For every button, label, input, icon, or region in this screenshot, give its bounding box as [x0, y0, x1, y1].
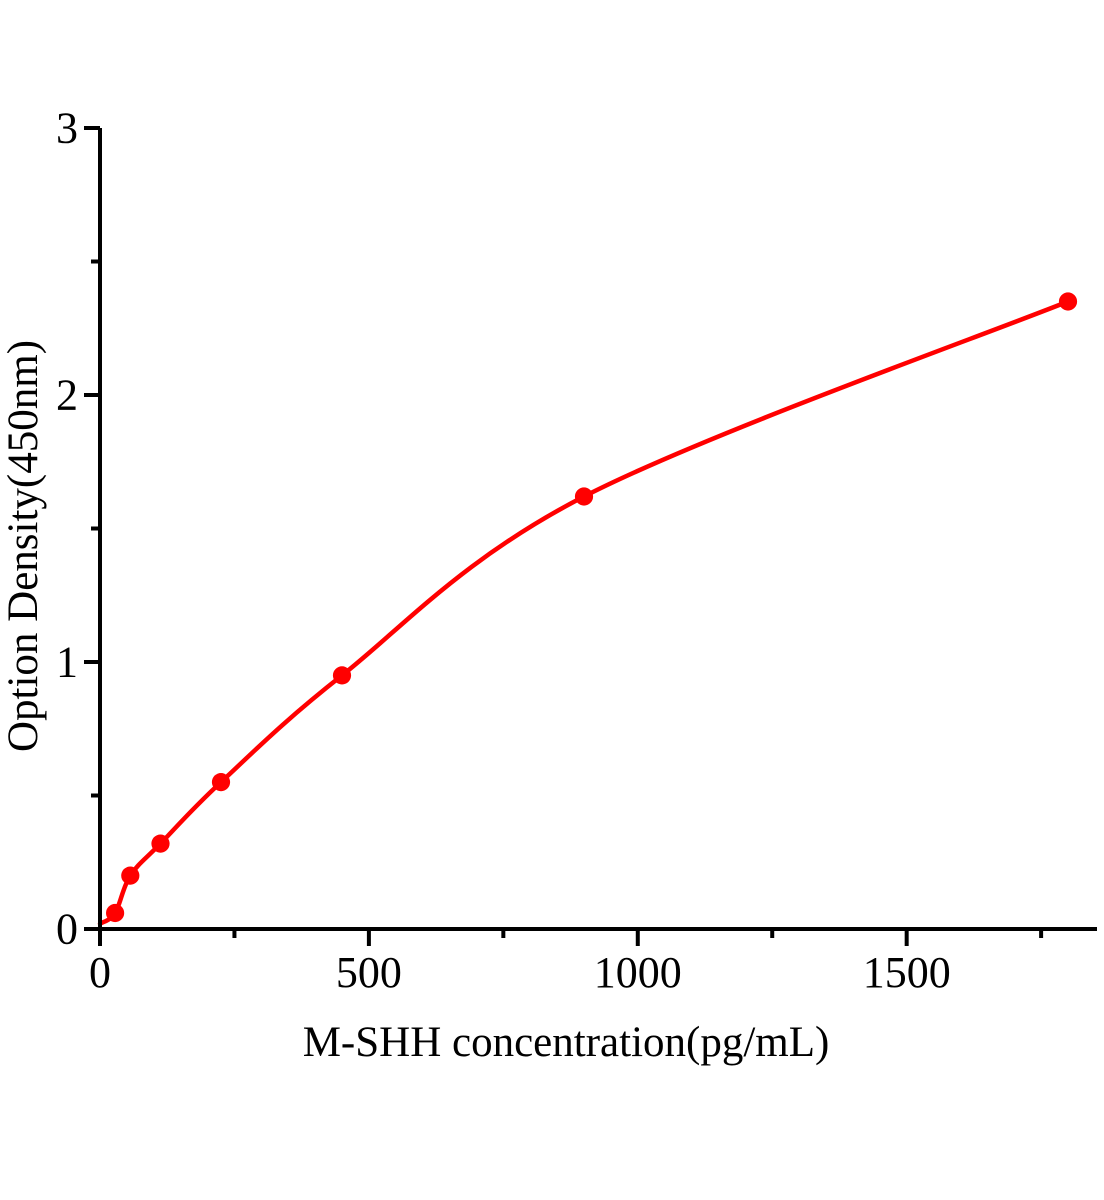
tick-labels-layer: 0 500 1000 1500 0 1 2 3: [56, 104, 951, 998]
fit-curve-layer: [97, 299, 1071, 926]
x-tick-label: 1500: [863, 948, 951, 997]
data-point: [121, 866, 140, 885]
data-points-layer: [106, 292, 1078, 923]
y-tick-label: 2: [56, 371, 78, 420]
data-point: [106, 903, 125, 923]
x-tick-label: 500: [336, 948, 402, 997]
fit-curve: [97, 299, 1071, 926]
axes-layer: [84, 126, 1097, 946]
y-axis-title: Option Density(450nm): [0, 340, 47, 752]
data-point: [211, 773, 231, 792]
x-tick-label: 1000: [594, 948, 682, 997]
y-tick-label: 3: [56, 104, 78, 153]
data-point: [151, 834, 170, 853]
data-point: [574, 487, 594, 506]
x-axis-title: M-SHH concentration(pg/mL): [303, 1019, 830, 1066]
data-point: [332, 666, 352, 685]
x-tick-label: 0: [89, 948, 111, 997]
y-tick-label: 1: [56, 638, 78, 687]
y-tick-label: 0: [56, 905, 78, 954]
data-point: [1058, 292, 1078, 311]
